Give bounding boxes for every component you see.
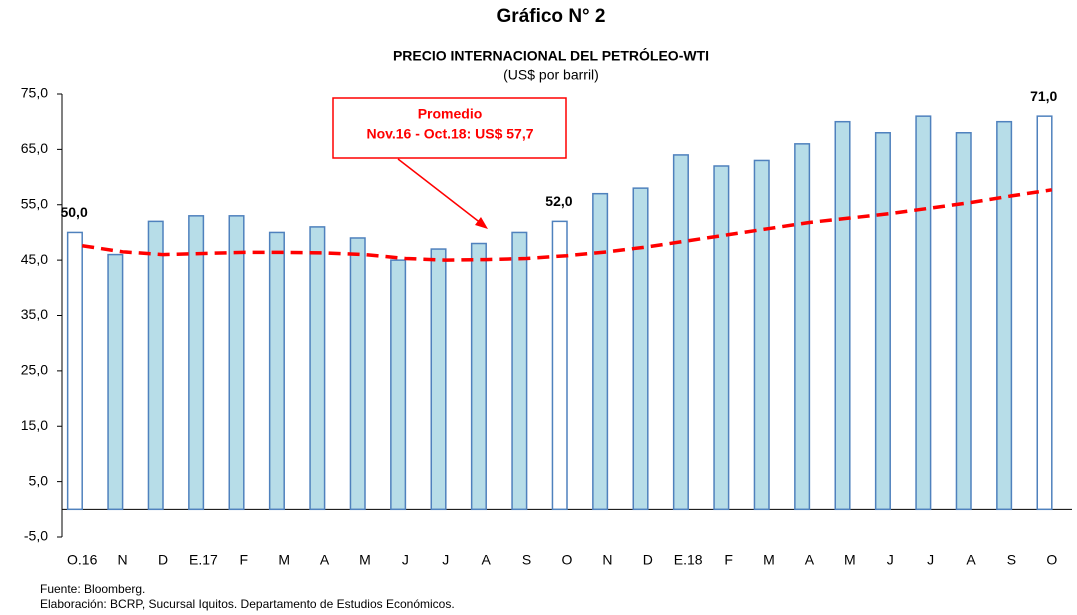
bar [511, 231, 528, 511]
x-tick-label: N [602, 552, 612, 568]
y-tick-label: 55,0 [21, 195, 48, 211]
y-tick-label: 65,0 [21, 140, 48, 156]
x-tick-label: S [1007, 552, 1016, 568]
data-label: 52,0 [545, 193, 572, 209]
bar [349, 237, 366, 511]
y-tick-label: 75,0 [21, 85, 48, 101]
x-tick-label: J [887, 552, 894, 568]
x-tick-label: F [240, 552, 249, 568]
x-tick-label: O [562, 552, 573, 568]
unit-label: (US$ por barril) [503, 67, 599, 83]
bar [794, 143, 811, 511]
trend-line [81, 188, 1053, 262]
x-tick-label: J [402, 552, 409, 568]
x-tick-label: M [359, 552, 371, 568]
y-tick-label: 35,0 [21, 306, 48, 322]
bar [672, 154, 689, 511]
bar [915, 115, 932, 511]
x-tick-label: A [320, 552, 330, 568]
bar [188, 215, 205, 511]
bar [268, 231, 285, 511]
annotation-text: Nov.16 - Oct.18: US$ 57,7 [366, 126, 533, 142]
plot-area: -5,0 5,0 15,0 25,0 35,0 45,0 55,0 65,0 75,0 O.16 5… [21, 85, 1072, 568]
x-tick-label: E.17 [189, 552, 218, 568]
x-tick-label: J [927, 552, 934, 568]
bar [1036, 115, 1053, 511]
y-tick-label: -5,0 [24, 528, 48, 544]
x-tick-label: D [158, 552, 168, 568]
bar [753, 159, 770, 511]
source-note: Fuente: Bloomberg. [40, 582, 145, 596]
x-tick-label: M [844, 552, 856, 568]
bar [713, 165, 730, 511]
x-tick-label: S [522, 552, 531, 568]
bar [874, 132, 891, 511]
bar [309, 226, 326, 511]
bar [390, 259, 407, 511]
x-tick-label: N [118, 552, 128, 568]
x-tick-label: O [1046, 552, 1057, 568]
annotation-arrow [397, 158, 483, 225]
bar [632, 187, 649, 511]
x-tick-label: M [763, 552, 775, 568]
x-tick-label: M [278, 552, 290, 568]
bar [66, 231, 83, 511]
x-tick-label: A [805, 552, 815, 568]
annotation-box [332, 97, 567, 159]
y-tick-label: 25,0 [21, 362, 48, 378]
bar [834, 120, 851, 511]
x-tick-label: A [966, 552, 976, 568]
y-tick-label: 5,0 [29, 472, 49, 488]
arrow-head [475, 217, 488, 229]
x-tick-label: J [442, 552, 449, 568]
bar [551, 220, 568, 511]
x-tick-label: E.18 [674, 552, 703, 568]
chart-subtitle: PRECIO INTERNACIONAL DEL PETRÓLEO-WTI [393, 47, 709, 64]
bar [430, 248, 447, 511]
bar [147, 220, 164, 511]
bar [996, 120, 1013, 511]
y-tick-label: 45,0 [21, 251, 48, 267]
bar [470, 242, 487, 511]
x-tick-label: A [482, 552, 492, 568]
chart-title: Gráfico N° 2 [497, 6, 606, 27]
x-tick-label: D [643, 552, 653, 568]
bar [592, 192, 609, 511]
y-tick-label: 15,0 [21, 417, 48, 433]
annotation-text: Promedio [418, 106, 483, 122]
x-tick-label: F [724, 552, 733, 568]
x-tick-label: O.16 [67, 552, 98, 568]
bar [228, 215, 245, 511]
credit-note: Elaboración: BCRP, Sucursal Iquitos. Dep… [40, 597, 455, 611]
data-label: 50,0 [60, 204, 87, 220]
data-label: 71,0 [1030, 88, 1057, 104]
bar [955, 132, 972, 511]
bar [107, 253, 124, 511]
